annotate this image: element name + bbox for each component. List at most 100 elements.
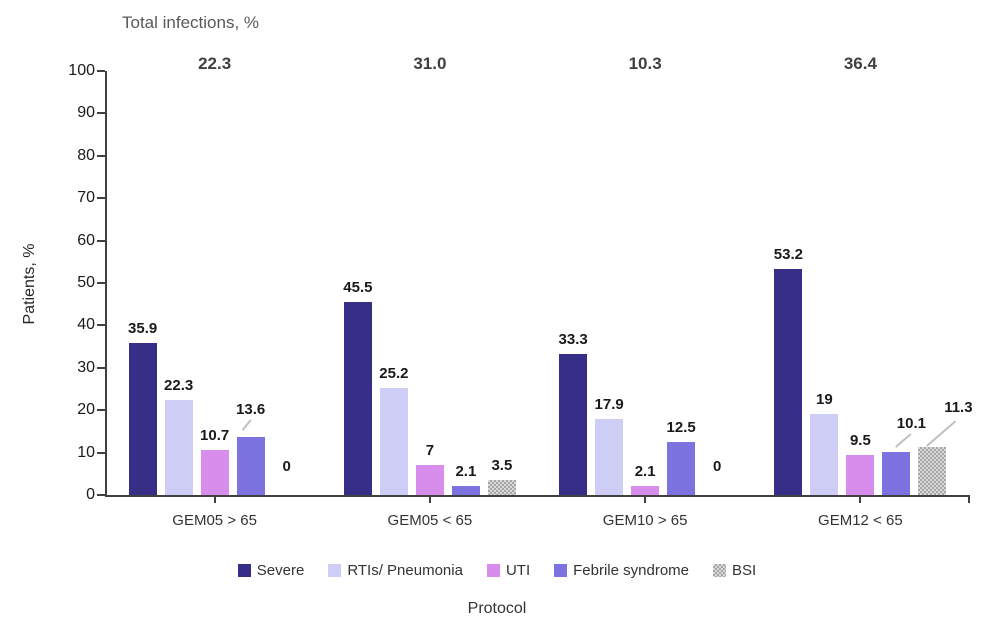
bar-slot: 2.1 bbox=[451, 71, 480, 495]
x-axis-end-tick bbox=[968, 495, 970, 503]
legend-swatch-febrile-syndrome bbox=[554, 564, 568, 577]
bar-group-gem05-65: 31.0 45.5 25.2 7 2.1 3.5 GEM05 < 65 bbox=[322, 54, 537, 529]
bar-bsi bbox=[918, 447, 947, 495]
legend-item-bsi: BSI bbox=[713, 562, 756, 579]
bar-slot: 11.3 bbox=[918, 71, 973, 495]
bar-slot: 12.5 bbox=[666, 71, 696, 495]
bar-severe bbox=[774, 269, 803, 495]
category-label: GEM10 > 65 bbox=[602, 512, 688, 529]
bar-febrile-syndrome bbox=[236, 437, 265, 495]
bar-slot: 0 bbox=[273, 71, 301, 495]
y-axis-tick-label: 100 bbox=[68, 62, 95, 79]
y-axis-tick-label: 30 bbox=[77, 358, 95, 376]
leader-line bbox=[895, 433, 912, 448]
bar-uti bbox=[415, 465, 444, 495]
legend-swatch-severe bbox=[237, 564, 251, 577]
legend-item-febrile-syndrome: Febrile syndrome bbox=[554, 562, 689, 579]
bar-febrile-syndrome bbox=[451, 486, 480, 495]
bar-slot: 17.9 bbox=[594, 71, 624, 495]
value-label: 33.3 bbox=[558, 330, 588, 348]
bar-group-gem10-65: 10.3 33.3 17.9 2.1 12.5 0 GEM10 > 65 bbox=[538, 54, 753, 529]
bar-febrile-syndrome bbox=[882, 452, 911, 495]
leader-line bbox=[241, 419, 251, 431]
x-axis-title: Protocol bbox=[467, 600, 527, 617]
legend-swatch-rtis-pneumonia bbox=[328, 564, 342, 577]
bar-slot: 10.1 bbox=[882, 71, 926, 495]
bar-uti bbox=[200, 449, 229, 495]
bar-group-gem12-65: 36.4 53.2 19 9.5 10.1 11.3 GEM12 < 65 bbox=[753, 54, 973, 529]
bar-slot: 45.5 bbox=[343, 71, 372, 495]
bar-severe bbox=[343, 302, 372, 495]
y-axis-tick-label: 70 bbox=[77, 189, 95, 207]
y-axis-tick-label: 20 bbox=[77, 401, 95, 419]
bar-slot: 53.2 bbox=[774, 71, 803, 495]
x-axis-tick bbox=[644, 497, 647, 503]
y-axis-tick bbox=[97, 366, 105, 369]
legend: Severe RTIs/ Pneumonia UTI Febrile syndrome… bbox=[0, 562, 994, 579]
value-label: 13.6 bbox=[236, 401, 266, 419]
y-axis-tick bbox=[97, 324, 105, 327]
y-axis-tick bbox=[97, 282, 105, 284]
total-infections-value: 22.3 bbox=[198, 54, 232, 73]
value-label: 22.3 bbox=[164, 377, 194, 395]
legend-label: RTIs/ Pneumonia bbox=[347, 562, 463, 579]
bar-group-gem05-65: 22.3 35.9 22.3 10.7 13.6 0 GEM05 > 65 bbox=[107, 54, 322, 529]
legend-label: Severe bbox=[256, 562, 305, 579]
bar-slot: 13.6 bbox=[236, 71, 266, 495]
bar-febrile-syndrome bbox=[667, 442, 696, 495]
bar-slot: 35.9 bbox=[128, 71, 157, 495]
x-axis-tick bbox=[859, 497, 862, 503]
legend-item-rtis-pneumonia: RTIs/ Pneumonia bbox=[328, 562, 463, 579]
legend-label: Febrile syndrome bbox=[573, 562, 690, 579]
category-label: GEM12 < 65 bbox=[818, 512, 903, 529]
category-label: GEM05 < 65 bbox=[387, 512, 473, 529]
y-axis-tick bbox=[97, 112, 105, 115]
bar-slot: 9.5 bbox=[846, 71, 875, 495]
y-axis-tick bbox=[97, 197, 105, 200]
x-axis-tick bbox=[428, 497, 431, 503]
y-axis-tick bbox=[97, 451, 105, 454]
value-label: 19 bbox=[816, 391, 833, 409]
value-label: 2.1 bbox=[455, 463, 477, 481]
legend-label: BSI bbox=[732, 562, 757, 579]
bar-severe bbox=[559, 353, 588, 495]
value-label: 9.5 bbox=[849, 431, 871, 449]
value-label: 17.9 bbox=[594, 396, 624, 414]
y-axis-tick-label: 90 bbox=[77, 104, 95, 122]
y-axis-tick bbox=[97, 70, 105, 72]
chart-title: Total infections, % bbox=[122, 13, 260, 32]
plot-area: 22.3 35.9 22.3 10.7 13.6 0 GEM05 > 65 31.0 45.5 2… bbox=[68, 54, 973, 529]
bar-uti bbox=[846, 454, 875, 495]
bar-rtis-pneumonia bbox=[810, 414, 839, 495]
bar-rtis-pneumonia bbox=[164, 400, 193, 495]
bar-rtis-pneumonia bbox=[595, 419, 624, 495]
bar-rtis-pneumonia bbox=[379, 388, 408, 495]
y-axis-tick-label: 0 bbox=[86, 486, 95, 503]
bar-severe bbox=[128, 342, 157, 495]
bar-slot: 19 bbox=[810, 71, 839, 495]
value-label: 25.2 bbox=[379, 365, 409, 383]
value-label: 12.5 bbox=[666, 419, 696, 436]
total-infections-value: 10.3 bbox=[628, 54, 662, 73]
bar-slot: 2.1 bbox=[631, 71, 660, 495]
value-label: 10.1 bbox=[896, 415, 926, 433]
y-axis-tick-label: 40 bbox=[77, 316, 95, 334]
y-axis-tick bbox=[97, 239, 105, 242]
leader-line bbox=[926, 419, 957, 447]
total-infections-value: 31.0 bbox=[413, 54, 447, 73]
value-label: 0 bbox=[282, 458, 291, 475]
value-label: 3.5 bbox=[491, 457, 513, 475]
legend-swatch-uti bbox=[486, 564, 500, 577]
bar-slot: 10.7 bbox=[200, 71, 229, 495]
legend-item-uti: UTI bbox=[486, 562, 530, 579]
bar-groups: 22.3 35.9 22.3 10.7 13.6 0 GEM05 > 65 31.0 45.5 2… bbox=[107, 54, 973, 529]
y-axis-tick-label: 60 bbox=[77, 231, 95, 249]
y-axis-tick bbox=[97, 409, 105, 412]
legend-item-severe: Severe bbox=[237, 562, 305, 579]
legend-swatch-bsi bbox=[713, 564, 727, 577]
y-axis-tick-label: 50 bbox=[77, 274, 95, 291]
bar-slot: 25.2 bbox=[379, 71, 409, 495]
y-axis-tick bbox=[97, 494, 105, 496]
bar-slot: 0 bbox=[703, 71, 731, 495]
